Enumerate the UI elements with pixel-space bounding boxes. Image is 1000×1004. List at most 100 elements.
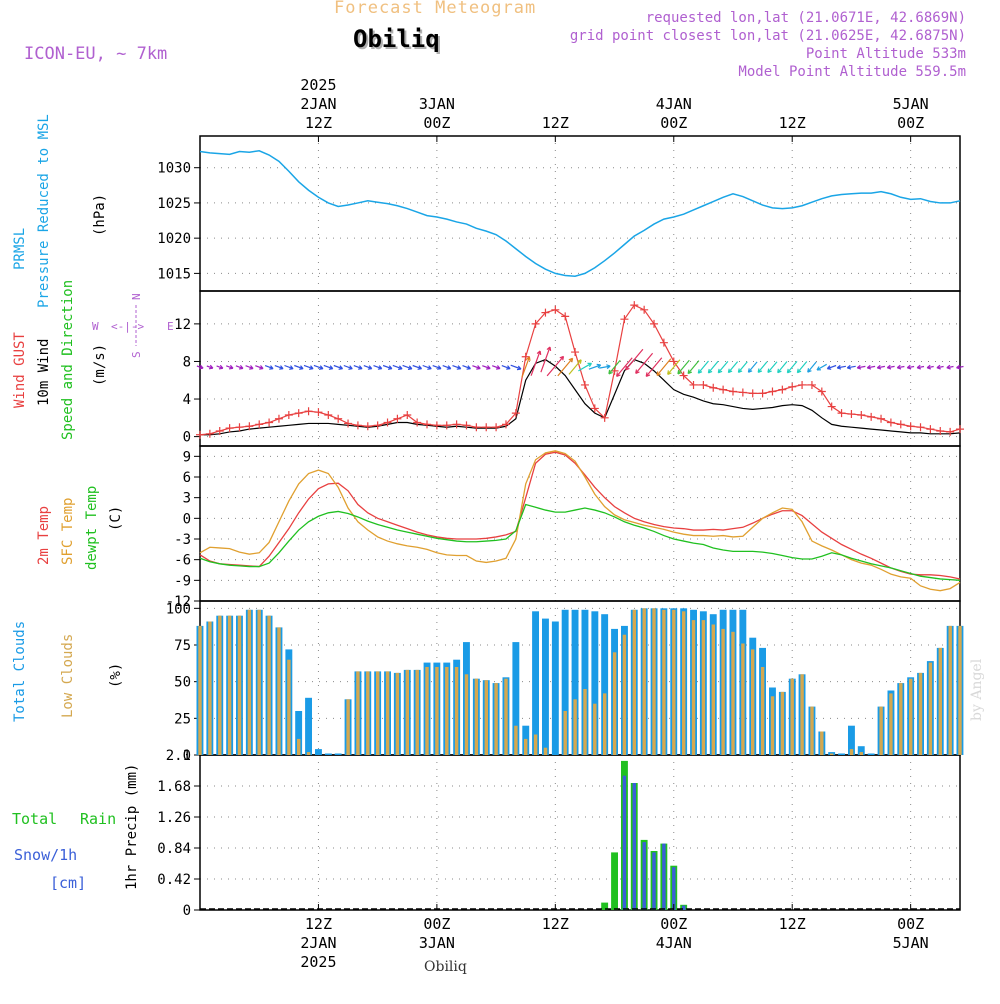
cloud-low-bar — [879, 706, 883, 755]
wind-gust-marker — [413, 418, 422, 427]
clouds-ytick-label: 50 — [174, 675, 191, 691]
wind-gust-marker — [659, 338, 668, 347]
cloud-low-bar — [366, 671, 370, 755]
wind-gust-marker — [807, 380, 816, 389]
wind-gust-marker — [837, 409, 846, 418]
cloud-low-bar — [445, 667, 449, 755]
precip-ytick-label: 0 — [183, 903, 191, 919]
cloud-total-bar — [601, 614, 609, 755]
cloud-low-bar — [563, 711, 567, 755]
wind-direction-arrow — [521, 356, 531, 378]
top-time-label: 5JAN — [893, 95, 929, 113]
wind-direction-arrow — [323, 364, 334, 370]
wind-label-10m: 10m Wind — [36, 339, 52, 406]
bottom-time-label: 12Z — [305, 915, 332, 933]
wind-gust-marker — [492, 423, 501, 432]
wind-gust-marker — [600, 413, 609, 422]
wind-gust-marker — [541, 308, 550, 317]
cloud-low-bar — [810, 706, 814, 755]
wind-direction-arrow — [635, 352, 654, 374]
temp-line-dewpt — [199, 503, 961, 581]
cloud-total-bar — [324, 753, 332, 755]
compass-e: E — [167, 320, 174, 333]
cloud-low-bar — [257, 609, 261, 755]
wind-direction-arrow — [926, 364, 934, 370]
cloud-low-bar — [652, 608, 656, 755]
wind-gust-marker — [936, 426, 945, 435]
cloud-low-bar — [504, 678, 508, 755]
cloud-low-bar — [208, 621, 212, 755]
cloud-low-bar — [899, 683, 903, 755]
precip-label-cm: [cm] — [50, 874, 86, 892]
cloud-total-bar — [581, 609, 589, 755]
wind-direction-arrow — [216, 364, 224, 370]
wind-direction-arrow — [667, 359, 681, 375]
temp-label-sfc: SFC Temp — [60, 498, 76, 565]
wind-gust-marker — [383, 418, 392, 427]
wind-gust-marker — [363, 422, 372, 431]
cloud-low-bar — [267, 615, 271, 755]
precip-unit: 1hr Precip (mm) — [124, 764, 140, 890]
temperature-ytick-label: -6 — [174, 553, 191, 569]
wind-gust-marker — [630, 301, 639, 310]
wind-direction-arrow — [510, 364, 522, 371]
wind-direction-arrow — [599, 364, 611, 370]
wind-direction-arrow — [625, 348, 644, 371]
cloud-low-bar — [425, 667, 429, 755]
wind-direction-arrow — [608, 359, 621, 375]
cloud-total-bar — [295, 711, 303, 755]
wind-gust-marker — [956, 425, 964, 434]
cloud-low-bar — [632, 609, 636, 755]
wind-direction-arrow — [333, 364, 344, 370]
pressure-frame — [199, 135, 961, 292]
cloud-label-total: Total Clouds — [12, 621, 28, 722]
wind-direction-arrow — [568, 359, 582, 375]
wind-direction-arrow — [786, 361, 798, 374]
cloud-unit: (%) — [108, 663, 124, 688]
bottom-time-label: 00Z — [897, 915, 924, 933]
cloud-low-bar — [751, 649, 755, 755]
wind-gust-marker — [403, 411, 412, 419]
wind-gust-marker — [531, 319, 540, 328]
wind-direction-arrow — [303, 364, 314, 370]
wind-direction-arrow — [402, 364, 413, 370]
wind-direction-arrow — [225, 364, 234, 370]
cloud-low-bar — [593, 703, 597, 755]
wind-gust-marker — [245, 422, 254, 431]
cloud-low-bar — [721, 628, 725, 755]
wind-gust-marker — [393, 414, 402, 423]
wind-gust-marker — [324, 411, 333, 419]
wind-gust-marker — [501, 420, 510, 429]
wind-direction-arrow — [255, 365, 264, 370]
wind-direction-arrow — [886, 364, 895, 370]
compass-arrow: <-|-> — [111, 320, 144, 333]
wind-gust-marker — [946, 427, 955, 436]
footer-station: Obiliq — [424, 959, 467, 975]
precip-frame — [199, 754, 961, 911]
cloud-low-bar — [928, 662, 933, 755]
wind-ytick-label: 12 — [174, 317, 191, 333]
bottom-time-label: 4JAN — [656, 934, 692, 952]
cloud-low-bar — [662, 609, 666, 755]
wind-gust-marker — [896, 420, 905, 429]
cloud-low-bar — [701, 620, 706, 755]
wind-gust-marker — [580, 380, 589, 389]
wind-direction-arrow — [836, 364, 847, 370]
cloud-low-bar — [395, 672, 400, 755]
precip-ytick-label: 0.84 — [157, 841, 191, 857]
clouds-ytick-label: 100 — [166, 601, 191, 617]
wind-gust-marker — [699, 380, 708, 389]
wind-direction-arrow — [876, 364, 886, 370]
cloud-low-bar — [672, 609, 676, 755]
cloud-low-bar — [780, 691, 785, 755]
clouds-frame — [199, 600, 961, 756]
precip-total-bar — [611, 852, 618, 910]
wind-gust-marker — [689, 380, 698, 389]
wind-gust-marker — [373, 421, 382, 430]
wind-gust-marker — [294, 409, 303, 418]
temperature-ytick-label: -12 — [166, 594, 191, 610]
wind-direction-arrow — [656, 358, 672, 376]
top-time-label: 00Z — [423, 114, 450, 132]
